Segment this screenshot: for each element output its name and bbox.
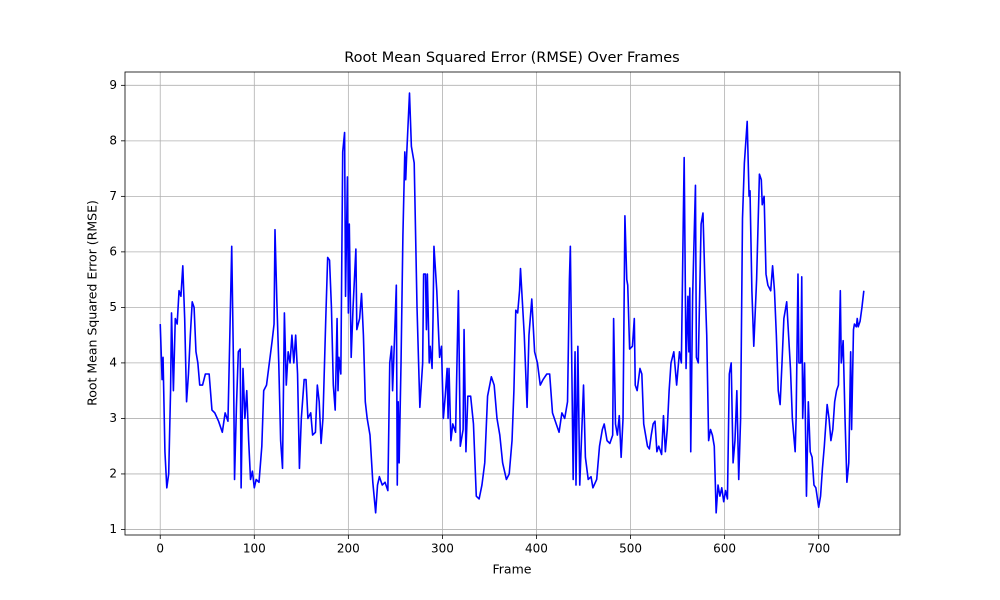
y-tick-label: 6 — [109, 244, 117, 258]
chart-title: Root Mean Squared Error (RMSE) Over Fram… — [344, 50, 679, 66]
x-tick-label: 700 — [807, 542, 830, 556]
x-tick-label: 0 — [156, 542, 164, 556]
y-axis-label: Root Mean Squared Error (RMSE) — [85, 200, 100, 406]
y-tick-label: 5 — [109, 300, 117, 314]
x-tick-label: 300 — [431, 542, 454, 556]
x-tick-label: 100 — [243, 542, 266, 556]
y-tick-label: 9 — [109, 78, 117, 92]
y-tick-label: 8 — [109, 133, 117, 147]
x-tick-label: 600 — [713, 542, 736, 556]
y-tick-label: 4 — [109, 355, 117, 369]
y-tick-label: 2 — [109, 466, 117, 480]
y-tick-label: 7 — [109, 189, 117, 203]
x-tick-label: 400 — [525, 542, 548, 556]
x-axis-label: Frame — [493, 562, 532, 577]
y-tick-label: 3 — [109, 411, 117, 425]
plot-frame — [124, 71, 901, 536]
y-tick-label: 1 — [109, 522, 117, 536]
x-tick-label: 500 — [619, 542, 642, 556]
data-line — [159, 92, 865, 514]
x-tick-label: 200 — [337, 542, 360, 556]
